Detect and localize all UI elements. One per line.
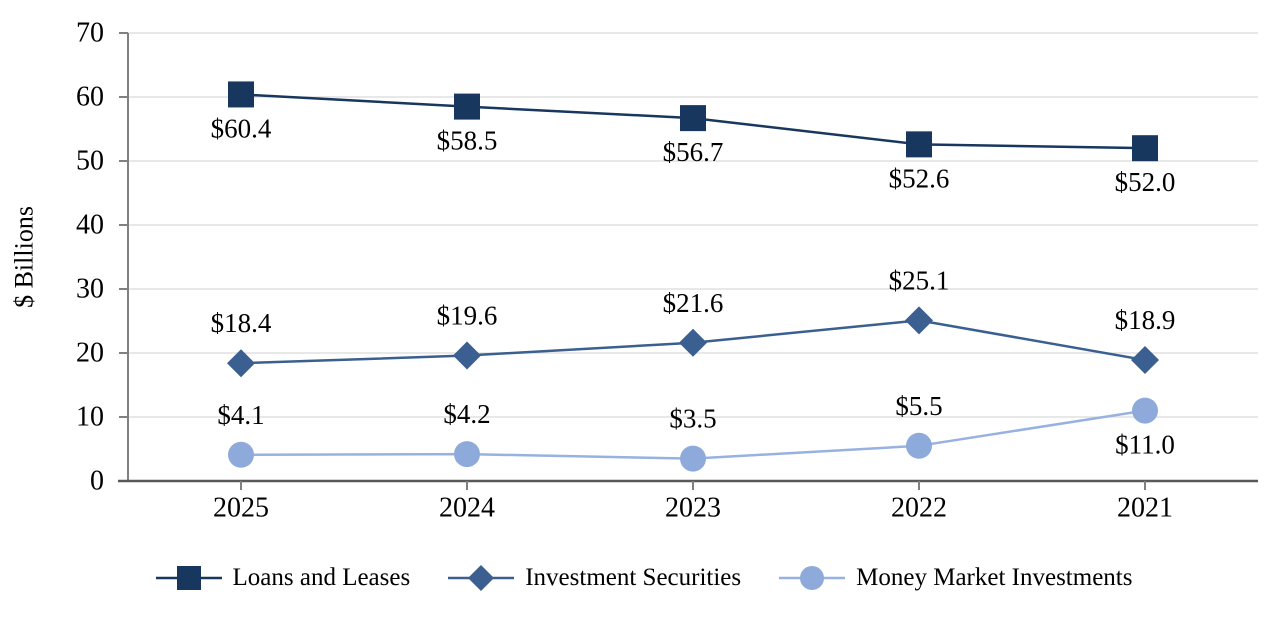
data-label: $25.1 xyxy=(889,265,950,295)
data-label: $3.5 xyxy=(669,404,716,434)
legend-item-investment-securities: Investment Securities xyxy=(446,563,741,593)
marker-diamond xyxy=(453,341,481,370)
data-label: $52.6 xyxy=(889,163,950,193)
legend-item-money-market-investments: Money Market Investments xyxy=(777,563,1132,593)
line-chart-plot: 0 10 20 30 40 50 60 70 $ Billions 2025 2024 2023 202… xyxy=(10,18,1258,524)
x-tick-label: 2024 xyxy=(439,493,495,524)
x-tick-label: 2022 xyxy=(891,493,947,524)
y-tick-label: 10 xyxy=(76,402,104,433)
y-tick-label: 70 xyxy=(76,18,104,49)
marker-square xyxy=(906,131,932,158)
data-label: $4.1 xyxy=(217,400,264,430)
legend-diamond-marker-icon xyxy=(448,565,515,591)
legend-label-investment-securities: Investment Securities xyxy=(525,564,742,591)
marker-square xyxy=(228,81,254,108)
x-tick-label: 2025 xyxy=(213,493,269,524)
y-tick-label: 30 xyxy=(76,274,104,305)
data-label: $4.2 xyxy=(443,399,490,429)
y-tick-label: 50 xyxy=(76,146,104,177)
data-label: $18.4 xyxy=(211,308,272,338)
legend-circle-marker-icon xyxy=(779,566,846,590)
x-tick-label: 2021 xyxy=(1117,493,1173,524)
marker-square xyxy=(680,105,706,132)
marker-diamond xyxy=(905,306,933,335)
marker-circle xyxy=(680,445,706,472)
legend-item-loans-and-leases: Loans and Leases xyxy=(154,563,411,593)
y-axis-title: $ Billions xyxy=(10,206,39,308)
legend-label-money-market-investments: Money Market Investments xyxy=(856,564,1133,591)
y-tick-label: 40 xyxy=(76,210,104,241)
data-label: $11.0 xyxy=(1115,430,1175,460)
y-tick-label: 20 xyxy=(76,338,104,369)
marker-circle xyxy=(906,432,932,459)
x-tick-label: 2023 xyxy=(665,493,721,524)
data-label: $19.6 xyxy=(437,301,498,331)
chart-legend: Loans and Leases Investment Securities M… xyxy=(0,552,1286,604)
marker-diamond xyxy=(227,349,255,378)
marker-circle xyxy=(228,441,254,468)
data-label: $58.5 xyxy=(437,126,498,156)
data-label: $60.4 xyxy=(211,113,272,143)
y-tick-label: 0 xyxy=(90,466,104,497)
marker-circle xyxy=(454,441,480,468)
legend-label-loans-and-leases: Loans and Leases xyxy=(232,564,411,591)
marker-square xyxy=(454,93,480,120)
marker-square xyxy=(1132,135,1158,162)
data-label: $56.7 xyxy=(663,137,724,167)
marker-diamond xyxy=(1131,346,1159,375)
data-label: $18.9 xyxy=(1115,305,1176,335)
marker-diamond xyxy=(679,328,707,357)
data-label: $52.0 xyxy=(1115,167,1176,197)
marker-circle xyxy=(1132,397,1158,424)
data-label: $5.5 xyxy=(895,391,942,421)
y-tick-label: 60 xyxy=(76,82,104,113)
legend-square-marker-icon xyxy=(155,566,222,590)
data-label: $21.6 xyxy=(663,288,724,318)
